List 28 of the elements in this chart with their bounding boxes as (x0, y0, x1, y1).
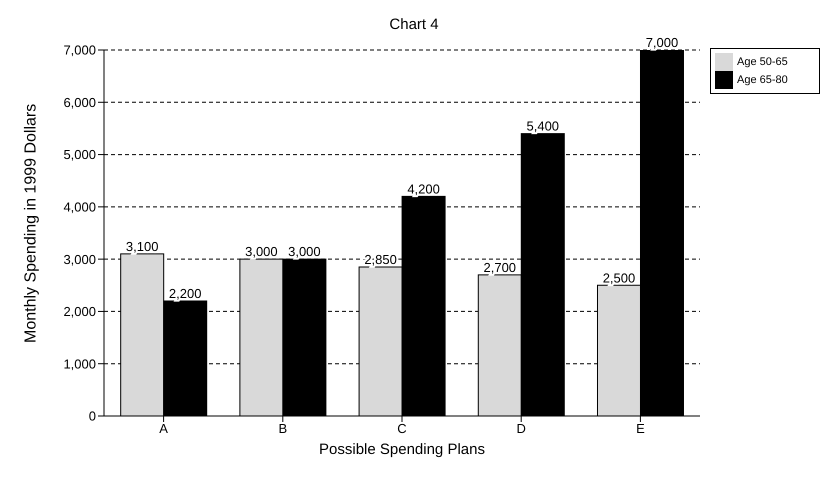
y-tick-label: 5,000 (63, 147, 96, 162)
data-label: 7,000 (646, 35, 678, 50)
legend-label: Age 65-80 (737, 74, 788, 86)
y-tick-label: 4,000 (63, 199, 96, 214)
x-tick-label: E (636, 421, 646, 436)
data-label: 5,400 (526, 118, 560, 134)
chart-title: Chart 4 (388, 16, 440, 33)
x-tick-label: D (516, 421, 526, 436)
y-tick-label: 3,000 (63, 252, 96, 267)
x-tick-label: B (278, 421, 288, 436)
data-label: 3,100 (126, 238, 158, 254)
y-tick-label: 1,000 (63, 356, 96, 372)
data-label: 2,200 (168, 286, 202, 301)
legend-label: Age 50-65 (737, 56, 788, 68)
y-tick-label: 0 (88, 408, 96, 424)
y-tick-label: 2,000 (63, 304, 96, 320)
y-tick-label: 7,000 (63, 42, 96, 58)
x-tick-label: C (397, 421, 407, 436)
data-label: 2,500 (602, 270, 636, 286)
data-label: 2,850 (364, 252, 397, 267)
x-axis-title: Possible Spending Plans (319, 441, 485, 458)
data-label: 3,000 (245, 244, 278, 260)
data-label: 4,200 (407, 181, 440, 196)
y-axis-title: Monthly Spending in 1999 Dollars (22, 104, 40, 343)
x-tick-label: A (159, 421, 168, 436)
data-label: 2,700 (484, 260, 516, 275)
data-label: 3,000 (288, 244, 321, 260)
y-tick-label: 6,000 (63, 94, 96, 110)
